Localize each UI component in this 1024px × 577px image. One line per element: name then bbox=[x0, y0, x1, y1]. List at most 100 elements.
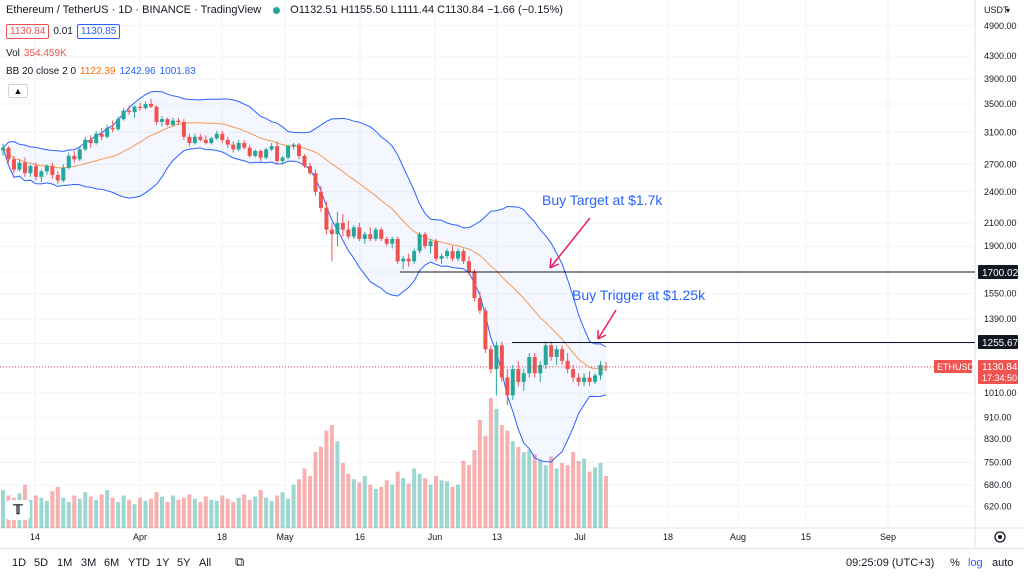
price-tick: 3100.00 bbox=[984, 127, 1017, 137]
volume-bar bbox=[362, 476, 367, 528]
candle-body bbox=[499, 345, 504, 378]
price-tick: 830.00 bbox=[984, 434, 1012, 444]
candle-body bbox=[143, 104, 148, 109]
timeframe-ytd[interactable]: YTD bbox=[128, 557, 150, 569]
candle-body bbox=[203, 139, 208, 144]
volume-bar bbox=[445, 481, 450, 528]
annotations: Buy Target at $1.7k Buy Trigger at $1.25… bbox=[542, 192, 706, 340]
volume-bar bbox=[83, 492, 88, 528]
volume-bar bbox=[253, 496, 258, 528]
volume-bar bbox=[329, 425, 334, 528]
date-range-calendar-icon[interactable]: ⧉ bbox=[235, 554, 245, 569]
volume-bar bbox=[127, 499, 132, 528]
volume-bar bbox=[165, 502, 170, 528]
volume-bar bbox=[532, 454, 537, 528]
symbol-legend: Ethereum / TetherUS · 1D · BINANCE · Tra… bbox=[6, 4, 563, 16]
candle-body bbox=[516, 369, 521, 382]
level-high-badge: 1700.02 bbox=[982, 268, 1019, 279]
volume-bar bbox=[477, 419, 482, 528]
timeframe-3m[interactable]: 3M bbox=[81, 557, 97, 569]
volume-bar bbox=[77, 498, 82, 528]
volume-bar bbox=[198, 502, 203, 528]
volume-bar bbox=[587, 471, 592, 528]
candle-body bbox=[11, 159, 16, 170]
buy-target-arrow bbox=[549, 217, 591, 269]
candle-body bbox=[472, 272, 477, 299]
volume-bar bbox=[192, 498, 197, 528]
collapse-legend-icon[interactable]: ▲ bbox=[8, 84, 28, 98]
volume-bar bbox=[170, 495, 175, 528]
volume-bar bbox=[286, 498, 291, 528]
volume-bar bbox=[187, 494, 192, 528]
timeframe-5y[interactable]: 5Y bbox=[177, 557, 191, 569]
time-axis: 14 Apr 18 May 16 Jun 13 Jul 18 Aug 15 Sep bbox=[30, 532, 896, 542]
bb-lower: 1001.83 bbox=[159, 66, 196, 77]
time-tick: Aug bbox=[730, 532, 746, 542]
buy-trigger-annotation: Buy Trigger at $1.25k bbox=[572, 287, 706, 303]
tradingview-logo-icon[interactable]: 𝕋 bbox=[6, 500, 30, 520]
percent-toggle[interactable]: % bbox=[950, 557, 960, 569]
candle-body bbox=[368, 234, 373, 239]
ask-price[interactable]: 1130.85 bbox=[76, 24, 121, 39]
band-basis bbox=[2, 122, 607, 371]
candle-body bbox=[280, 157, 285, 161]
volume-bar bbox=[538, 459, 543, 528]
candle-body bbox=[236, 143, 241, 150]
candle-body bbox=[253, 150, 258, 156]
volume-bar bbox=[236, 497, 241, 528]
candle-body bbox=[94, 133, 99, 144]
volume-bar bbox=[417, 473, 422, 528]
clock-time[interactable]: 09:25:09 (UTC+3) bbox=[846, 557, 935, 569]
timeframe-1d[interactable]: 1D bbox=[12, 557, 27, 569]
volume-bar bbox=[116, 502, 121, 528]
currency-label[interactable]: USDT bbox=[984, 5, 1009, 15]
spread-value: 0.01 bbox=[53, 26, 73, 37]
volume-bar bbox=[324, 430, 329, 528]
volume-bar bbox=[28, 499, 33, 528]
price-tick: 3900.00 bbox=[984, 74, 1017, 84]
candle-body bbox=[549, 345, 554, 357]
candle-body bbox=[264, 149, 269, 158]
candle-body bbox=[373, 229, 378, 239]
price-chart[interactable]: Buy Target at $1.7k Buy Trigger at $1.25… bbox=[0, 0, 1024, 548]
candle-body bbox=[138, 106, 143, 109]
volume-bar bbox=[88, 496, 93, 528]
price-tick: 4900.00 bbox=[984, 21, 1017, 31]
candle-body bbox=[72, 155, 77, 160]
timeframe-1y[interactable]: 1Y bbox=[156, 557, 170, 569]
last-price-badge: 1130.84 bbox=[982, 362, 1018, 373]
candle-body bbox=[571, 369, 576, 378]
candle-body bbox=[28, 166, 33, 174]
candle-body bbox=[335, 222, 340, 235]
price-tick: 1550.00 bbox=[984, 288, 1017, 298]
candle-body bbox=[291, 144, 296, 147]
currency-chevron-icon[interactable]: ▾ bbox=[1006, 6, 1010, 15]
candle-body bbox=[121, 110, 126, 120]
log-toggle[interactable]: log bbox=[968, 557, 983, 569]
volume-bar bbox=[264, 497, 269, 528]
buy-target-arrowhead bbox=[549, 257, 560, 269]
candle-body bbox=[247, 147, 252, 156]
volume-bar bbox=[121, 495, 126, 528]
candle-body bbox=[214, 133, 219, 139]
candle-body bbox=[445, 251, 450, 257]
timeframe-all[interactable]: All bbox=[199, 557, 212, 569]
timeframe-1m[interactable]: 1M bbox=[57, 557, 73, 569]
bid-price[interactable]: 1130.84 bbox=[6, 24, 50, 39]
volume-bar bbox=[143, 500, 148, 528]
buy-target-annotation: Buy Target at $1.7k bbox=[542, 192, 663, 208]
timeframe-5d[interactable]: 5D bbox=[34, 557, 49, 569]
ohlc-values: O1132.51 H1155.50 L1111.44 C1130.84 −1.6… bbox=[290, 4, 563, 16]
candle-body bbox=[357, 227, 362, 239]
volume-bar bbox=[258, 490, 263, 528]
settings-gear-icon[interactable] bbox=[994, 531, 1006, 543]
volume-bar bbox=[565, 465, 570, 528]
level-trigger-badge: 1255.67 bbox=[982, 338, 1019, 349]
candle-body bbox=[494, 345, 499, 370]
candle-body bbox=[417, 234, 422, 252]
timeframe-6m[interactable]: 6M bbox=[104, 557, 120, 569]
symbol-title[interactable]: Ethereum / TetherUS · 1D · BINANCE · Tra… bbox=[6, 4, 262, 16]
volume-bar bbox=[483, 435, 488, 528]
candle-body bbox=[187, 136, 192, 144]
auto-toggle[interactable]: auto bbox=[992, 557, 1014, 569]
